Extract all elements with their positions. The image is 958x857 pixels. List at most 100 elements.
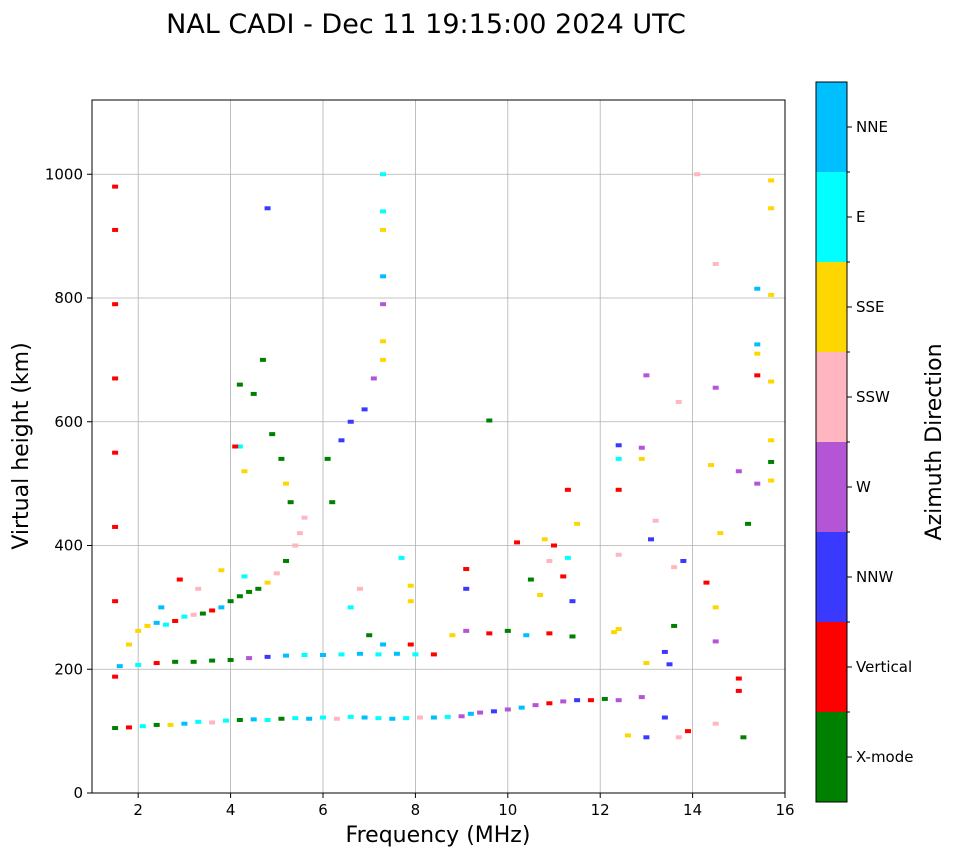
data-point	[393, 651, 400, 656]
data-point	[380, 302, 387, 307]
x-axis-ticks: 2 4 6 8 10 12 14 16	[133, 793, 795, 819]
data-point	[301, 653, 308, 658]
data-point	[255, 586, 262, 591]
data-point	[190, 659, 197, 664]
data-point	[615, 552, 622, 557]
data-point	[227, 657, 234, 662]
data-point	[587, 698, 594, 703]
data-point	[236, 444, 243, 449]
data-point	[227, 599, 234, 604]
data-point	[467, 711, 474, 716]
y-tick-label: 600	[54, 413, 83, 431]
data-point	[754, 481, 761, 486]
data-point	[283, 558, 290, 563]
colorbar-label: Azimuth Direction	[922, 343, 947, 540]
data-point	[458, 714, 465, 719]
data-point	[624, 733, 631, 738]
data-point	[638, 445, 645, 450]
data-point	[112, 302, 119, 307]
data-point	[306, 716, 313, 721]
data-point	[708, 463, 715, 468]
colorbar-tick-label: Vertical	[856, 658, 912, 676]
data-point	[740, 735, 747, 740]
data-point	[380, 274, 387, 279]
plot-area: 2 4 6 8 10 12 14 16 0 200 400 600 800 1000	[45, 99, 795, 819]
data-point	[292, 716, 299, 721]
data-point	[745, 521, 752, 526]
colorbar-tick-label: E	[856, 208, 865, 226]
data-point	[112, 376, 119, 381]
colorbar-tick-label: X-mode	[856, 748, 913, 766]
data-point	[564, 555, 571, 560]
series-group	[112, 172, 775, 734]
data-point	[490, 709, 497, 714]
data-point	[273, 571, 280, 576]
data-point	[712, 721, 719, 726]
data-point	[514, 540, 521, 545]
x-tick-label: 4	[226, 801, 236, 819]
data-point	[615, 487, 622, 492]
colorbar-tick-label: SSE	[856, 298, 885, 316]
data-point	[486, 631, 493, 636]
data-point	[259, 357, 266, 362]
data-point	[236, 382, 243, 387]
data-point	[112, 599, 119, 604]
data-point	[112, 726, 119, 731]
data-point	[615, 698, 622, 703]
y-tick-label: 0	[73, 784, 83, 802]
data-point	[172, 618, 179, 623]
data-point	[768, 379, 775, 384]
chart-title: NAL CADI - Dec 11 19:15:00 2024 UTC	[166, 9, 686, 40]
data-point	[329, 500, 336, 505]
data-point	[144, 623, 151, 628]
data-point	[209, 658, 216, 663]
data-point	[380, 357, 387, 362]
data-point	[648, 537, 655, 542]
colorbar-segment	[816, 532, 847, 622]
data-point	[615, 456, 622, 461]
data-point	[287, 500, 294, 505]
data-point	[523, 633, 530, 638]
data-point	[638, 456, 645, 461]
colorbar-segment	[816, 622, 847, 712]
data-point	[209, 720, 216, 725]
data-point	[712, 385, 719, 390]
data-point	[675, 399, 682, 404]
data-point	[112, 524, 119, 529]
grid-lines	[92, 100, 786, 794]
data-point	[444, 714, 451, 719]
colorbar-tick-label: NNW	[856, 568, 893, 586]
data-point	[754, 373, 761, 378]
data-point	[283, 653, 290, 658]
data-point	[264, 654, 271, 659]
data-point	[167, 722, 174, 727]
data-point	[735, 676, 742, 681]
data-point	[195, 586, 202, 591]
data-point	[611, 630, 618, 635]
data-point	[615, 627, 622, 632]
data-point	[380, 339, 387, 344]
data-point	[172, 659, 179, 664]
y-tick-label: 1000	[45, 165, 83, 183]
data-point	[463, 586, 470, 591]
colorbar-tick-label: W	[856, 478, 871, 496]
data-point	[546, 558, 553, 563]
data-point	[615, 443, 622, 448]
data-point	[333, 716, 340, 721]
data-point	[643, 373, 650, 378]
data-point	[181, 721, 188, 726]
data-point	[430, 652, 437, 657]
data-point	[560, 699, 567, 704]
series-group	[112, 696, 747, 740]
data-point	[375, 716, 382, 721]
data-point	[112, 674, 119, 679]
data-point	[246, 656, 253, 661]
colorbar-segment	[816, 712, 847, 802]
data-point	[407, 599, 414, 604]
data-point	[694, 172, 701, 177]
plot-frame	[91, 99, 786, 794]
data-point	[112, 450, 119, 455]
data-point	[574, 521, 581, 526]
y-tick-label: 800	[54, 289, 83, 307]
colorbar: X-mode Vertical NNW W SSW SSE E NNE	[815, 81, 913, 803]
